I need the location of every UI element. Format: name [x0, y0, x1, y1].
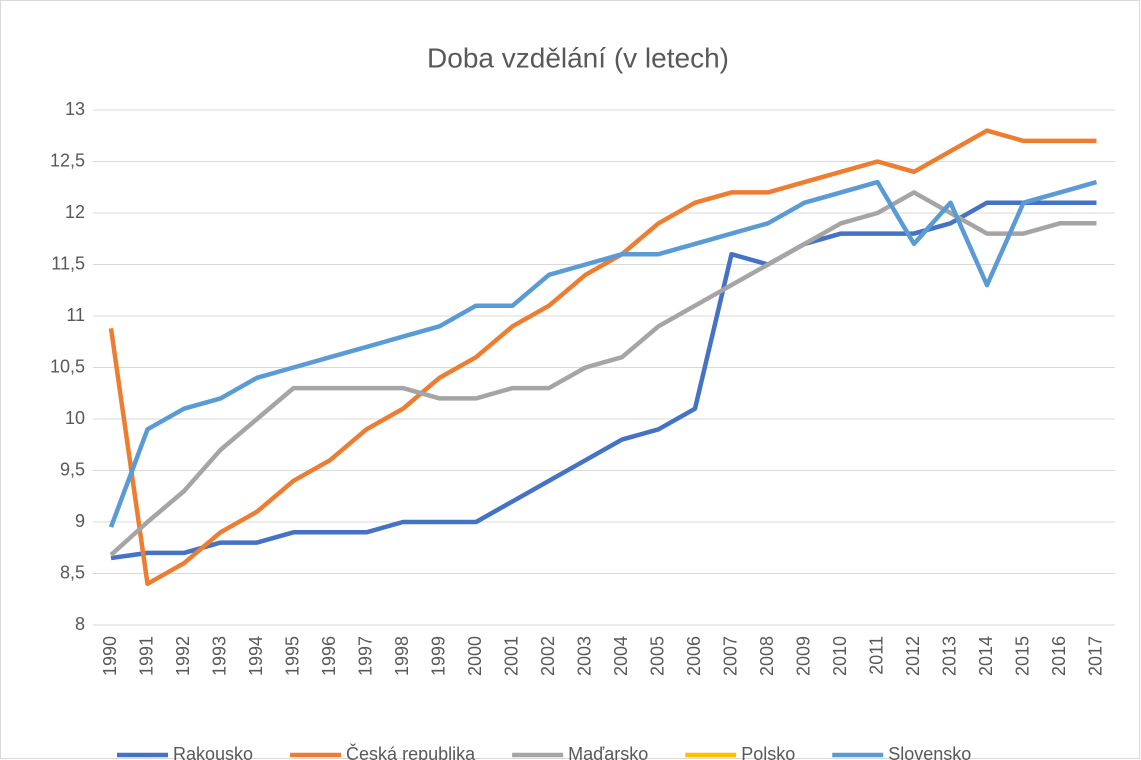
y-tick-label: 9 [75, 511, 85, 531]
legend-label: Polsko [741, 744, 795, 760]
x-tick-label: 1992 [173, 636, 193, 676]
series-line [110, 200, 1097, 561]
y-tick-label: 8,5 [60, 562, 85, 582]
chart-title: Doba vzdělání (v letech) [427, 42, 729, 73]
x-tick-label: 2015 [1012, 636, 1032, 676]
x-tick-label: 1994 [246, 636, 266, 676]
y-tick-label: 11,5 [51, 253, 85, 273]
x-tick-label: 2012 [903, 636, 923, 676]
x-tick-label: 1996 [319, 636, 339, 676]
y-tick-label: 12,5 [50, 150, 85, 170]
x-tick-label: 2007 [720, 636, 740, 676]
x-tick-label: 2005 [647, 636, 667, 676]
x-tick-label: 2009 [793, 636, 813, 676]
x-tick-label: 1993 [209, 636, 229, 676]
legend-label: Česká republika [346, 743, 476, 760]
y-tick-label: 10 [65, 408, 85, 428]
legend-label: Slovensko [888, 744, 971, 760]
series-line [108, 128, 1097, 587]
x-tick-label: 2010 [830, 636, 850, 676]
x-tick-label: 2004 [611, 636, 631, 676]
x-tick-label: 2002 [538, 636, 558, 676]
legend-label: Maďarsko [568, 744, 648, 760]
x-tick-label: 2014 [976, 636, 996, 676]
y-tick-label: 13 [65, 99, 85, 119]
x-tick-label: 1997 [355, 636, 375, 676]
x-tick-label: 2016 [1049, 636, 1069, 676]
x-tick-label: 2017 [1085, 636, 1105, 676]
x-tick-label: 1999 [428, 636, 448, 676]
x-tick-label: 1990 [100, 636, 120, 676]
x-tick-label: 2003 [574, 636, 594, 676]
grid [92, 109, 1115, 626]
x-tick-label: 1991 [136, 636, 156, 676]
x-tick-label: 2001 [501, 636, 521, 676]
x-tick-label: 2000 [465, 636, 485, 676]
legend-label: Rakousko [173, 744, 253, 760]
y-tick-label: 8 [75, 614, 85, 634]
series-line [109, 190, 1097, 557]
x-tick-label: 2011 [866, 636, 886, 675]
y-tick-label: 12 [65, 202, 85, 222]
y-tick-label: 10,5 [50, 356, 85, 376]
x-tick-label: 2006 [684, 636, 704, 676]
series-line [108, 179, 1098, 528]
y-tick-label: 11 [66, 305, 85, 325]
x-tick-label: 2013 [939, 636, 959, 676]
x-tick-label: 1998 [392, 636, 412, 676]
lines [108, 128, 1098, 587]
x-tick-label: 1995 [282, 636, 302, 676]
x-tick-label: 2008 [757, 636, 777, 676]
y-tick-label: 9,5 [60, 459, 85, 479]
